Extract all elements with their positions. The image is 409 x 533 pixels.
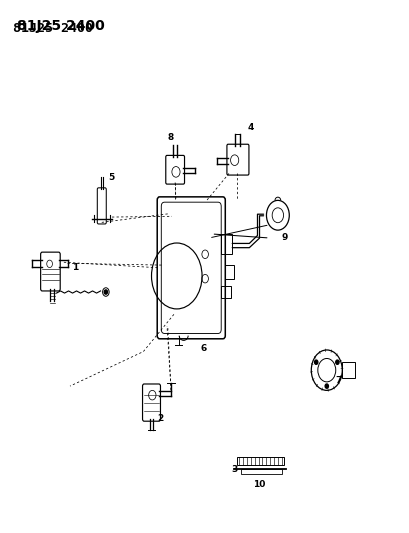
Text: 10: 10	[253, 480, 265, 489]
Text: 81J25 2400: 81J25 2400	[13, 22, 93, 35]
Text: 3: 3	[231, 465, 237, 474]
Text: 5: 5	[109, 173, 115, 182]
Circle shape	[325, 384, 328, 388]
Circle shape	[104, 290, 108, 294]
Bar	[221, 286, 231, 297]
Bar	[225, 265, 234, 279]
Text: 81J25 2400: 81J25 2400	[17, 19, 105, 33]
Text: 7: 7	[335, 376, 342, 385]
Bar	[221, 234, 232, 254]
Bar	[237, 457, 284, 465]
Text: 9: 9	[281, 233, 288, 242]
Text: 8: 8	[168, 133, 174, 142]
Bar	[241, 469, 282, 474]
Bar	[342, 362, 355, 378]
Text: 1: 1	[72, 263, 78, 272]
Circle shape	[315, 360, 318, 365]
Text: 2: 2	[157, 414, 164, 423]
Text: 6: 6	[200, 344, 207, 353]
Text: 4: 4	[247, 123, 254, 132]
Circle shape	[336, 360, 339, 365]
